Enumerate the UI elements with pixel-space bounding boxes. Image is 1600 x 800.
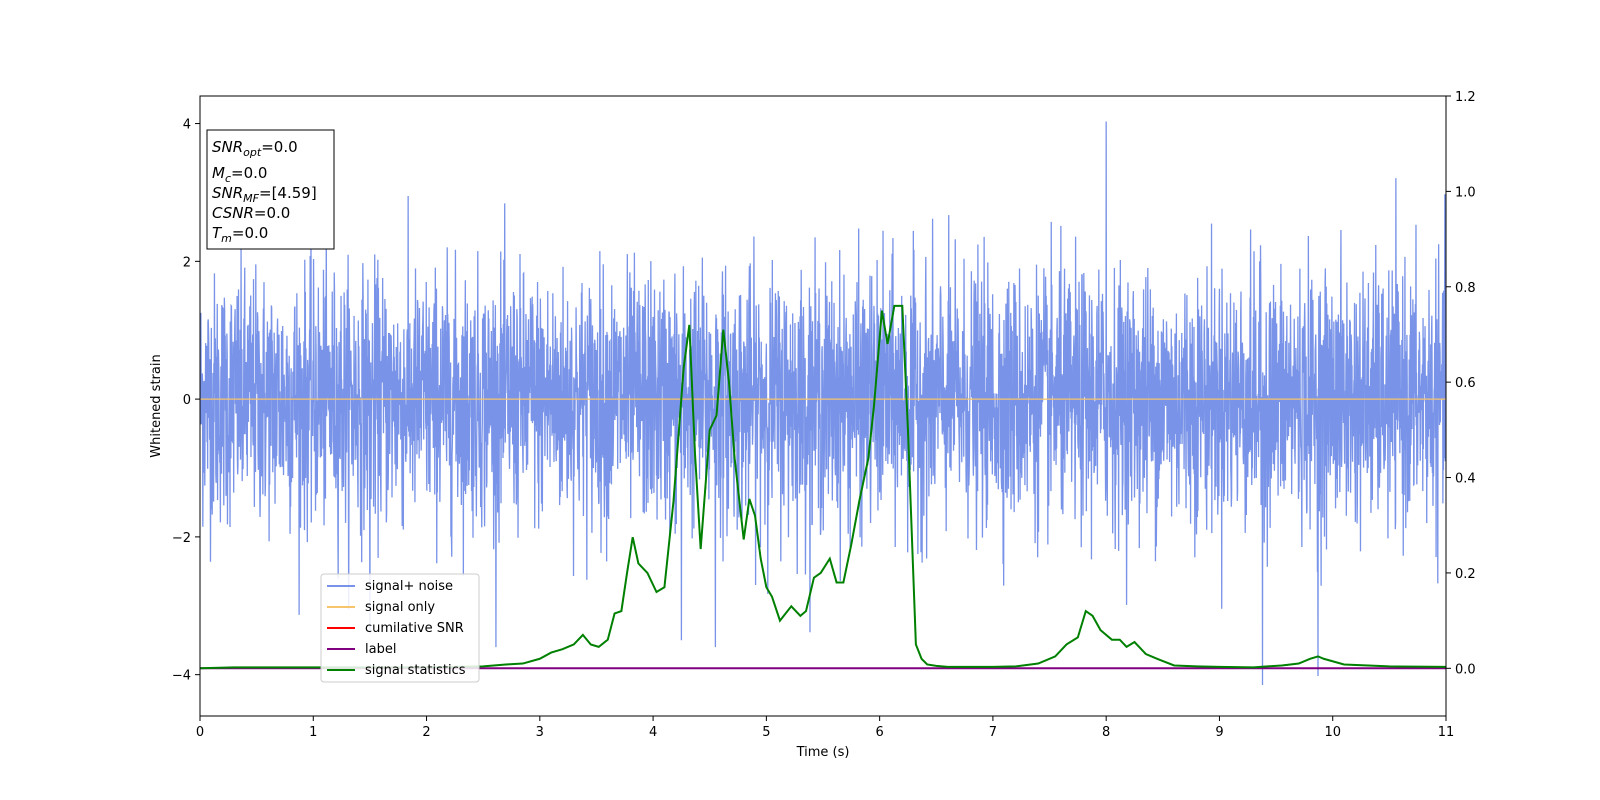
x-tick-label: 11	[1438, 725, 1455, 740]
stats-snr-mf: SNRMF=[4.59]	[212, 184, 317, 205]
x-tick-label: 3	[536, 725, 544, 740]
x-tick-label: 1	[309, 725, 317, 740]
legend-label-signal-only: signal only	[365, 600, 435, 615]
y-right-tick-label: 0.4	[1455, 472, 1476, 487]
plot-frame	[199, 95, 1447, 717]
y-left-tick-label: 2	[183, 255, 191, 270]
stats-mc: Mc=0.0	[212, 164, 267, 185]
x-tick-label: 4	[649, 725, 657, 740]
y-right-tick-label: 0.6	[1455, 376, 1476, 391]
legend-label-cumilative-snr: cumilative SNR	[365, 621, 464, 636]
y-left-tick-label: −2	[172, 531, 191, 546]
series-signal-statistics	[200, 304, 1446, 670]
stats-tm: Tm=0.0	[212, 224, 268, 245]
x-tick-label: 5	[762, 725, 770, 740]
y-right-tick-label: 0.2	[1455, 567, 1476, 582]
legend: signal+ noise signal only cumilative SNR…	[320, 573, 480, 683]
y-left-tick-label: −4	[172, 669, 191, 684]
x-tick-label: 2	[422, 725, 430, 740]
stats-box: SNRopt=0.0 Mc=0.0 SNRMF=[4.59] CSNR=0.0 …	[206, 129, 335, 250]
x-axis: 0 1 2 3 4 5 6 7 8 9 10 11	[196, 716, 1454, 740]
x-tick-label: 10	[1324, 725, 1341, 740]
x-tick-label: 9	[1215, 725, 1223, 740]
stats-box-frame	[206, 129, 335, 250]
legend-frame	[320, 573, 480, 683]
x-tick-label: 7	[989, 725, 997, 740]
y-right-tick-label: 1.0	[1455, 185, 1476, 200]
y-left-tick-label: 4	[183, 118, 191, 133]
y-left-tick-label: 0	[183, 393, 191, 408]
x-axis-label: Time (s)	[796, 745, 850, 760]
legend-label-signal-noise: signal+ noise	[365, 579, 453, 594]
stats-csnr: CSNR=0.0	[212, 204, 290, 222]
x-tick-label: 6	[875, 725, 883, 740]
y-axis-label: Whitened strain	[149, 354, 164, 457]
x-tick-label: 0	[196, 725, 204, 740]
y-right-tick-label: 0.8	[1455, 281, 1476, 296]
x-tick-label: 8	[1102, 725, 1110, 740]
legend-label-signal-statistics: signal statistics	[365, 663, 466, 678]
y-right-tick-label: 1.2	[1455, 90, 1476, 105]
stats-snr-opt: SNRopt=0.0	[212, 138, 298, 159]
legend-label-label: label	[365, 642, 396, 657]
y-axis-right: 0.0 0.2 0.4 0.6 0.8 1.0 1.2	[1446, 90, 1476, 677]
y-right-tick-label: 0.0	[1455, 662, 1476, 677]
series-signal-noise	[200, 121, 1446, 686]
y-axis-left: −4 −2 0 2 4	[172, 118, 200, 684]
